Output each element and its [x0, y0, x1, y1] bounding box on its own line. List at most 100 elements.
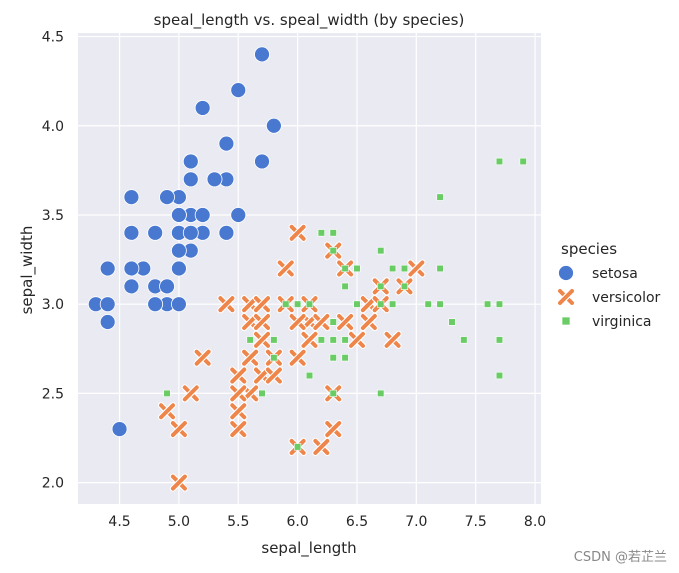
y-tick-label: 3.0	[42, 297, 64, 313]
setosa-point	[265, 117, 282, 134]
y-tick-label: 2.0	[42, 476, 64, 492]
setosa-point	[182, 153, 199, 170]
setosa-point	[194, 207, 211, 223]
virginica-point	[400, 264, 409, 273]
virginica-point	[436, 300, 444, 308]
setosa-point	[194, 100, 211, 116]
virginica-point	[353, 264, 361, 273]
virginica-point	[353, 300, 361, 308]
setosa-point	[147, 296, 164, 313]
setosa-point	[171, 296, 187, 313]
virginica-point	[483, 300, 492, 308]
legend-item-versicolor: versicolor	[556, 287, 661, 307]
data-points	[87, 46, 527, 492]
setosa-point	[99, 296, 116, 313]
virginica-point	[246, 336, 254, 344]
virginica-point	[294, 300, 302, 308]
setosa-point	[159, 189, 175, 206]
series-virginica	[163, 157, 527, 451]
versicolor-point	[407, 259, 426, 278]
legend-item-virginica: virginica	[561, 314, 652, 330]
versicolor-point	[288, 223, 307, 242]
y-tick-label: 2.5	[42, 386, 64, 402]
virginica-point	[329, 318, 337, 326]
virginica-point	[495, 336, 504, 344]
legend-label-versicolor: versicolor	[592, 290, 661, 306]
versicolor-point	[229, 402, 248, 421]
virginica-point	[258, 389, 266, 397]
virginica-point	[436, 264, 444, 273]
virginica-point	[389, 300, 397, 308]
plot-background	[78, 33, 541, 504]
legend: species setosa versicolor virginica	[556, 240, 661, 330]
virginica-point	[305, 300, 314, 308]
virginica-point	[377, 247, 385, 255]
x-tick-label: 6.5	[346, 514, 368, 530]
versicolor-point	[241, 348, 260, 367]
virginica-point	[341, 354, 349, 362]
versicolor-point	[193, 348, 212, 367]
virginica-point	[329, 336, 337, 344]
versicolor-point	[264, 366, 283, 385]
setosa-point	[171, 242, 187, 259]
legend-marker-virginica	[561, 316, 571, 326]
setosa-point	[147, 224, 164, 241]
y-tick-label: 3.5	[42, 208, 64, 224]
setosa-point	[159, 278, 175, 295]
versicolor-point	[288, 312, 307, 332]
versicolor-point	[336, 312, 355, 332]
legend-marker-setosa	[558, 265, 574, 281]
x-tick-label: 7.0	[405, 514, 427, 530]
virginica-point	[495, 157, 504, 166]
x-tick-label: 5.5	[227, 514, 249, 530]
versicolor-point	[229, 419, 248, 439]
virginica-point	[377, 282, 385, 290]
versicolor-point	[169, 473, 189, 492]
virginica-point	[317, 229, 325, 237]
versicolor-point	[157, 402, 177, 421]
watermark-text: CSDN @若芷兰	[573, 550, 667, 565]
x-tick-label: 7.5	[465, 514, 487, 530]
versicolor-point	[324, 419, 343, 439]
versicolor-point	[383, 330, 402, 349]
versicolor-point	[359, 312, 378, 332]
virginica-point	[341, 336, 349, 344]
virginica-point	[163, 389, 171, 397]
legend-label-virginica: virginica	[592, 314, 652, 330]
x-tick-label: 5.0	[168, 514, 190, 530]
legend-marker-versicolor	[556, 287, 576, 307]
setosa-point	[218, 135, 235, 152]
virginica-point	[448, 318, 456, 326]
setosa-point	[230, 82, 247, 98]
setosa-point	[123, 189, 140, 206]
versicolor-point	[312, 312, 331, 332]
legend-title: species	[561, 240, 617, 258]
virginica-point	[305, 371, 314, 380]
versicolor-point	[217, 295, 236, 314]
x-tick-label: 4.5	[108, 514, 130, 530]
setosa-point	[171, 207, 187, 223]
y-tick-label: 4.0	[42, 119, 64, 135]
virginica-point	[294, 443, 302, 451]
virginica-point	[389, 264, 397, 273]
setosa-point	[206, 171, 223, 188]
virginica-point	[329, 389, 337, 397]
virginica-point	[329, 354, 337, 362]
versicolor-point	[229, 366, 248, 385]
virginica-point	[270, 354, 278, 362]
setosa-point	[254, 46, 270, 63]
versicolor-point	[288, 348, 307, 367]
virginica-point	[341, 264, 349, 273]
series-versicolor	[157, 223, 426, 492]
setosa-point	[123, 260, 140, 277]
x-tick-label: 8.0	[524, 514, 546, 530]
versicolor-point	[181, 384, 200, 403]
virginica-point	[317, 336, 325, 344]
virginica-point	[495, 300, 504, 308]
y-tick-labels: 2.0 2.5 3.0 3.5 4.0 4.5	[42, 30, 64, 492]
setosa-point	[254, 153, 270, 170]
setosa-point	[111, 421, 128, 437]
versicolor-point	[252, 330, 272, 349]
setosa-point	[123, 278, 140, 295]
versicolor-point	[252, 295, 272, 314]
